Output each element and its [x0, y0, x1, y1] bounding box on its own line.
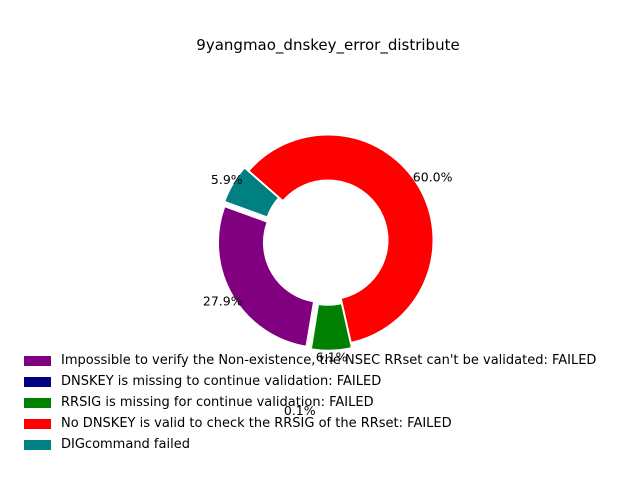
- legend-swatch: [24, 376, 51, 387]
- slice-percent-label: 6.1%: [316, 350, 348, 365]
- donut-slice: [310, 303, 352, 351]
- chart-slices: [218, 134, 434, 397]
- slice-percent-label: 0.1%: [284, 403, 316, 418]
- slice-percent-label: 27.9%: [203, 293, 243, 308]
- legend-label: RRSIG is missing for continue validation…: [61, 395, 374, 410]
- legend-item-nsec: Impossible to verify the Non-existence, …: [24, 350, 596, 371]
- slice-percent-label: 5.9%: [211, 172, 243, 187]
- legend-label: DIGcommand failed: [61, 437, 190, 452]
- donut-slice: [218, 206, 315, 347]
- chart-title: 9yangmao_dnskey_error_distribute: [196, 36, 459, 55]
- donut-slice: [248, 134, 434, 344]
- legend-label: No DNSKEY is valid to check the RRSIG of…: [61, 416, 452, 431]
- legend-label: DNSKEY is missing to continue validation…: [61, 374, 382, 389]
- chart-legend: Impossible to verify the Non-existence, …: [24, 350, 596, 455]
- legend-label: Impossible to verify the Non-existence, …: [61, 353, 597, 368]
- legend-item-dnskey-missing: DNSKEY is missing to continue validation…: [24, 371, 596, 392]
- legend-swatch: [24, 418, 51, 429]
- legend-swatch: [24, 355, 51, 366]
- legend-item-no-valid-dnskey: No DNSKEY is valid to check the RRSIG of…: [24, 413, 596, 434]
- donut-slice: [224, 167, 280, 218]
- legend-item-rrsig-missing: RRSIG is missing for continue validation…: [24, 392, 596, 413]
- chart-percent-labels: 27.9% 0.1% 6.1% 60.0% 5.9%: [203, 170, 453, 418]
- donut-slice: [301, 350, 311, 397]
- legend-swatch: [24, 397, 51, 408]
- legend-item-dig-failed: DIGcommand failed: [24, 434, 596, 455]
- slice-percent-label: 60.0%: [413, 170, 453, 185]
- legend-swatch: [24, 439, 51, 450]
